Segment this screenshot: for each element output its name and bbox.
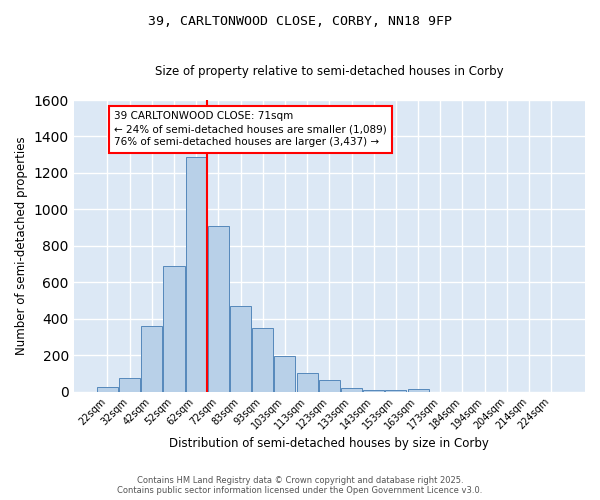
Bar [319, 380, 340, 392]
Bar [208, 226, 229, 392]
Bar [97, 387, 118, 392]
Bar [230, 306, 251, 392]
Text: 39, CARLTONWOOD CLOSE, CORBY, NN18 9FP: 39, CARLTONWOOD CLOSE, CORBY, NN18 9FP [148, 15, 452, 28]
Bar [141, 326, 163, 392]
Bar [163, 266, 185, 392]
Bar [363, 390, 384, 392]
Bar [385, 390, 406, 392]
Bar [119, 378, 140, 392]
Title: Size of property relative to semi-detached houses in Corby: Size of property relative to semi-detach… [155, 65, 503, 78]
Bar [274, 356, 295, 392]
Bar [252, 328, 274, 392]
Bar [185, 156, 207, 392]
Text: 39 CARLTONWOOD CLOSE: 71sqm
← 24% of semi-detached houses are smaller (1,089)
76: 39 CARLTONWOOD CLOSE: 71sqm ← 24% of sem… [114, 111, 387, 148]
Y-axis label: Number of semi-detached properties: Number of semi-detached properties [15, 136, 28, 355]
Bar [341, 388, 362, 392]
Text: Contains HM Land Registry data © Crown copyright and database right 2025.
Contai: Contains HM Land Registry data © Crown c… [118, 476, 482, 495]
X-axis label: Distribution of semi-detached houses by size in Corby: Distribution of semi-detached houses by … [169, 437, 489, 450]
Bar [296, 374, 317, 392]
Bar [407, 389, 428, 392]
